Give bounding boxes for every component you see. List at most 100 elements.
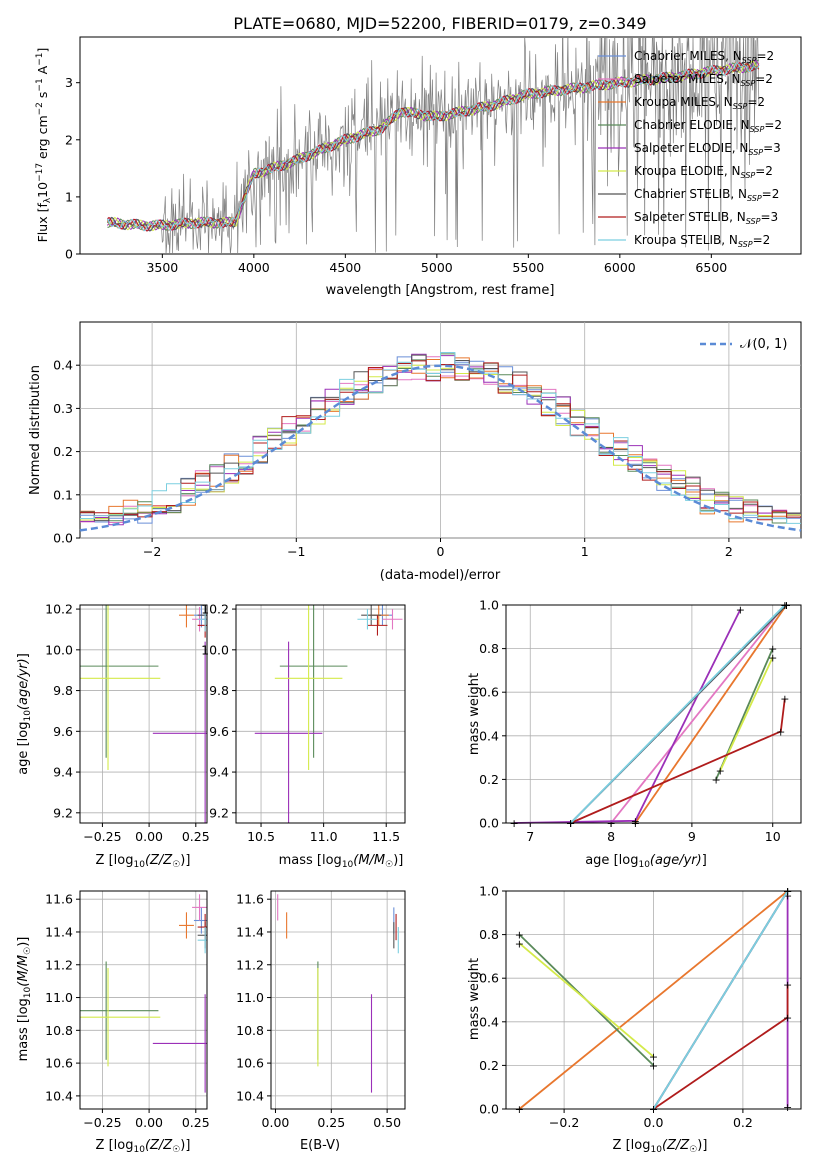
y-tick-label: 3 bbox=[65, 75, 73, 90]
y-tick-label: 0.0 bbox=[479, 816, 499, 831]
y-tick-label: 11.2 bbox=[236, 957, 264, 972]
x-tick-label: 4500 bbox=[329, 260, 361, 275]
y-tick-label: 0.2 bbox=[479, 772, 499, 787]
y-tick-label: 11.6 bbox=[45, 892, 73, 907]
x-tick-label: 1 bbox=[581, 544, 589, 559]
y-tick-label: 0.0 bbox=[479, 1102, 499, 1117]
weight-marker: + bbox=[776, 725, 785, 738]
legend-label: Salpeter MILES, NSSP=2 bbox=[634, 72, 773, 88]
x-tick-label: 3500 bbox=[146, 260, 178, 275]
x-tick-label: −1 bbox=[287, 544, 305, 559]
weight-z-line-salpeter-stelib bbox=[652, 984, 789, 1110]
massweight-vs-z-ylabel: mass weight bbox=[467, 958, 482, 1040]
x-tick-label: 4000 bbox=[238, 260, 270, 275]
y-tick-label: 9.2 bbox=[209, 805, 229, 820]
y-tick-label: 11.0 bbox=[236, 990, 264, 1005]
weight-age-line-salpeter-stelib bbox=[570, 698, 786, 824]
legend-label: Chabrier STELIB, NSSP=2 bbox=[634, 187, 779, 203]
y-tick-label: 0.4 bbox=[53, 358, 73, 373]
y-tick-label: 0.6 bbox=[479, 971, 499, 986]
y-tick-label: 1.0 bbox=[479, 598, 499, 613]
y-tick-label: 2 bbox=[65, 132, 73, 147]
y-tick-label: 10.2 bbox=[201, 602, 229, 617]
model-spectrum-kroupa-elodie bbox=[107, 60, 760, 232]
legend-label: Chabrier ELODIE, NSSP=2 bbox=[634, 118, 782, 134]
y-tick-label: 0.0 bbox=[53, 531, 73, 546]
x-tick-label: 0.00 bbox=[135, 1115, 163, 1130]
y-tick-label: 10.8 bbox=[45, 1023, 73, 1038]
y-tick-label: 0.1 bbox=[53, 487, 73, 502]
axes-frame bbox=[79, 604, 208, 824]
mass-vs-z-xlabel: Z [log10(Z/Z☉)] bbox=[96, 1138, 191, 1155]
residuals-ticks: −2 −1 0 1 2 0.0 0.1 0.2 0.3 0.4 bbox=[53, 358, 733, 559]
weight-age-line-kroupa-elodie bbox=[719, 656, 774, 772]
legend-label: Chabrier MILES, NSSP=2 bbox=[634, 49, 774, 65]
y-tick-label: 0.8 bbox=[479, 927, 499, 942]
weight-marker: + bbox=[515, 929, 524, 942]
x-tick-label: 11.5 bbox=[372, 829, 400, 844]
weight-marker: + bbox=[783, 1101, 792, 1114]
y-tick-label: 11.4 bbox=[45, 924, 73, 939]
spectrum-ticks: 3500 4000 4500 5000 5500 6000 6500 0 1 2 3 bbox=[65, 75, 727, 275]
x-tick-label: 0.00 bbox=[262, 1115, 290, 1130]
y-tick-label: 0.6 bbox=[479, 685, 499, 700]
x-tick-label: 2 bbox=[725, 544, 733, 559]
x-tick-label: 0.25 bbox=[182, 829, 210, 844]
spectrum-axes bbox=[79, 36, 802, 255]
y-tick-label: 10.6 bbox=[45, 1056, 73, 1071]
massweight-vs-age-xlabel: age [log10(age/yr)] bbox=[585, 853, 707, 870]
weight-marker: + bbox=[768, 651, 777, 664]
weight-age-line-kroupa-stelib bbox=[570, 604, 786, 824]
legend-label: Kroupa ELODIE, NSSP=2 bbox=[634, 164, 773, 180]
weight-z-line-kroupa-elodie bbox=[518, 942, 655, 1058]
residual-hist-kroupa-stelib bbox=[80, 352, 801, 524]
residuals-xlabel: (data-model)/error bbox=[380, 568, 501, 583]
x-tick-label: 0.00 bbox=[135, 829, 163, 844]
weight-marker: + bbox=[515, 937, 524, 950]
x-tick-label: 5500 bbox=[512, 260, 544, 275]
x-tick-label: 0.2 bbox=[733, 1115, 753, 1130]
age-vs-mass-panel: 10.5 11.0 11.5 9.2 9.4 9.6 9.8 10.0 10.2 bbox=[201, 602, 406, 844]
massweight-vs-age-panel: 7 8 9 100.00.20.40.60.81.0+++++++++ ++++++++… bbox=[479, 598, 802, 844]
y-tick-label: 9.2 bbox=[53, 805, 73, 820]
y-tick-label: 10.2 bbox=[45, 602, 73, 617]
legend-label: Kroupa MILES, NSSP=2 bbox=[634, 95, 765, 111]
mass-vs-z-panel: −0.25 0.00 0.25 10.4 10.6 10.8 11.0 11.2 11.4 11.… bbox=[45, 890, 210, 1130]
y-tick-label: 10.0 bbox=[201, 642, 229, 657]
spectrum-legend: Chabrier MILES, NSSP=2 Salpeter MILES, NS… bbox=[598, 49, 782, 249]
massweight-vs-z-xlabel: Z [log10(Z/Z☉)] bbox=[613, 1138, 708, 1155]
x-tick-label: 10 bbox=[765, 829, 781, 844]
y-tick-label: 9.4 bbox=[53, 765, 73, 780]
x-tick-label: 7 bbox=[526, 829, 534, 844]
y-tick-label: 11.2 bbox=[45, 957, 73, 972]
weight-marker: + bbox=[649, 1051, 658, 1064]
axes-frame bbox=[235, 604, 406, 824]
mass-vs-ebv-xlabel: E(B-V) bbox=[300, 1138, 340, 1153]
spectrum-xlabel: wavelength [Angstrom, rest frame] bbox=[326, 283, 555, 298]
x-tick-label: 8 bbox=[607, 829, 615, 844]
axes-frame bbox=[505, 890, 802, 1110]
y-tick-label: 9.8 bbox=[53, 683, 73, 698]
y-tick-label: 9.6 bbox=[53, 724, 73, 739]
model-spectrum-kroupa-stelib bbox=[106, 61, 760, 232]
weight-marker: + bbox=[783, 1011, 792, 1024]
normal-curve bbox=[79, 364, 802, 532]
residuals-ylabel: Normed distribution bbox=[28, 365, 43, 495]
legend-label: Salpeter STELIB, NSSP=3 bbox=[634, 210, 778, 226]
spectrum-panel: 3500 4000 4500 5000 5500 6000 6500 0 1 2 3 wavelen… bbox=[35, 36, 802, 298]
x-tick-label: 0.0 bbox=[644, 1115, 664, 1130]
age-vs-z-ylabel: age [log10(age/yr)] bbox=[16, 653, 33, 775]
y-tick-label: 1.0 bbox=[479, 884, 499, 899]
y-tick-label: 0.4 bbox=[479, 728, 499, 743]
spectrum-ylabel: Flux [fλ10−17 erg cm−2 s−1 A−1] bbox=[35, 48, 53, 243]
mass-vs-z-ylabel: mass [log10(M/M☉)] bbox=[16, 937, 33, 1062]
mass-vs-ebv-panel: 0.00 0.25 0.50 10.4 10.6 10.8 11.0 11.2 11.4 11.6 bbox=[236, 890, 406, 1130]
y-tick-label: 10.4 bbox=[236, 1088, 264, 1103]
y-tick-label: 1 bbox=[65, 189, 73, 204]
normal-legend-label: 𝒩(0, 1) bbox=[740, 337, 787, 352]
x-tick-label: 0.25 bbox=[182, 1115, 210, 1130]
x-tick-label: 0 bbox=[437, 544, 445, 559]
y-tick-label: 10.0 bbox=[45, 642, 73, 657]
y-tick-label: 10.4 bbox=[45, 1088, 73, 1103]
